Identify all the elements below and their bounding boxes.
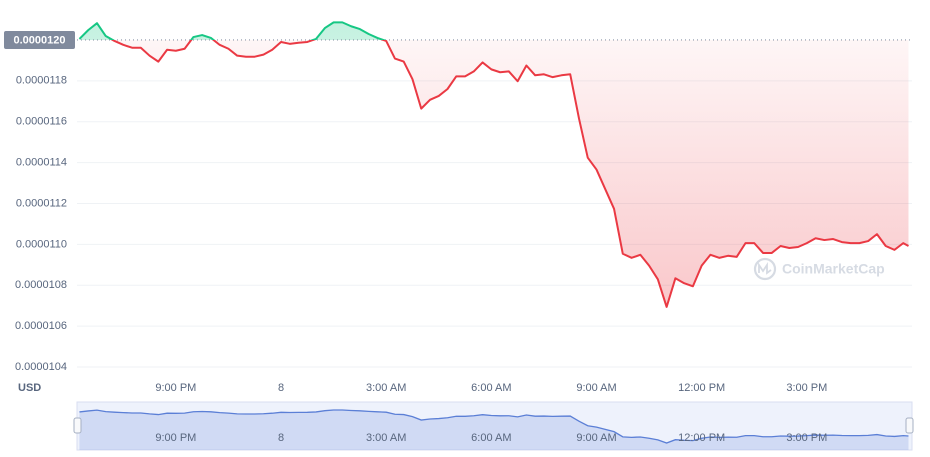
reference-label: 0.0000120 xyxy=(14,34,66,46)
watermark-logo xyxy=(753,257,777,281)
y-tick-label: 0.0000108 xyxy=(15,279,67,291)
y-tick-label: 0.0000112 xyxy=(16,197,67,209)
y-tick-label: 0.0000118 xyxy=(16,75,67,87)
y-tick-label: 0.0000110 xyxy=(16,238,67,250)
navigator-tick-label: 6:00 AM xyxy=(471,432,511,444)
navigator-area xyxy=(79,410,909,450)
x-tick-label: 3:00 PM xyxy=(786,382,827,394)
navigator-tick-label: 9:00 AM xyxy=(576,432,616,444)
navigator-tick-label: 9:00 PM xyxy=(155,432,196,444)
x-tick-label: 6:00 AM xyxy=(471,382,511,394)
price-line-below xyxy=(110,39,909,308)
navigator-tick-label: 8 xyxy=(278,432,284,444)
navigator-bg xyxy=(76,401,913,451)
x-tick-label: 9:00 PM xyxy=(155,382,196,394)
y-tick-label: 0.0000104 xyxy=(15,361,67,373)
reference-label-box xyxy=(4,30,75,49)
navigator-line xyxy=(79,409,909,444)
navigator-tick-label: 3:00 AM xyxy=(366,432,406,444)
watermark-text: CoinMarketCap xyxy=(782,261,885,277)
x-tick-label: 9:00 AM xyxy=(576,382,616,394)
y-tick-label: 0.0000106 xyxy=(15,320,67,332)
x-tick-label: 3:00 AM xyxy=(366,382,406,394)
x-tick-label: 12:00 PM xyxy=(678,382,725,394)
y-tick-label: 0.0000116 xyxy=(16,116,67,128)
currency-label: USD xyxy=(18,382,41,394)
y-tick-label: 0.0000114 xyxy=(16,156,67,168)
watermark: CoinMarketCap xyxy=(753,257,885,281)
navigator-tick-label: 3:00 PM xyxy=(786,432,827,444)
navigator-tick-label: 12:00 PM xyxy=(678,432,725,444)
area-below xyxy=(79,39,909,307)
x-tick-label: 8 xyxy=(278,382,284,394)
navigator-handle[interactable] xyxy=(73,417,82,434)
watermark-logo-mark xyxy=(758,262,772,275)
navigator-handle[interactable] xyxy=(905,417,914,434)
